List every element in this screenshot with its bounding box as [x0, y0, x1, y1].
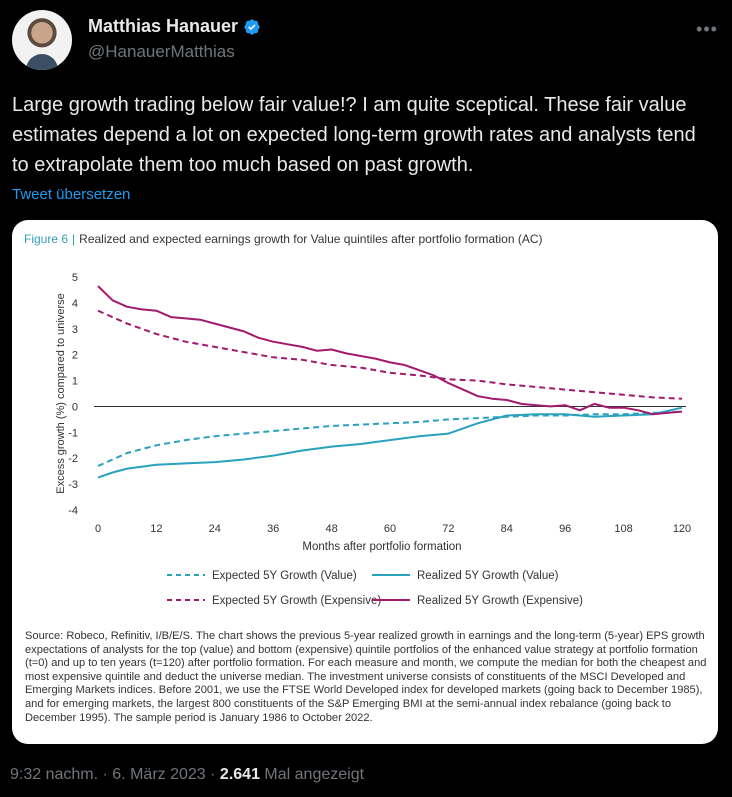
x-tick-label: 48 [325, 523, 337, 535]
y-tick-label: 1 [72, 376, 78, 388]
x-tick-label: 84 [501, 523, 513, 535]
tweet-date[interactable]: 6. März 2023 [112, 766, 206, 783]
y-tick-label: -2 [68, 453, 78, 465]
series-line [97, 285, 683, 416]
series-line [97, 309, 683, 400]
author-name[interactable]: Matthias Hanauer [88, 16, 239, 36]
avatar[interactable] [12, 10, 72, 70]
series-lines [97, 285, 683, 479]
views-count: 2.641 [219, 766, 260, 783]
tweet-header: Matthias Hanauer @HanauerMatthias ••• [12, 10, 722, 72]
y-tick-label: 0 [72, 401, 78, 413]
x-tick-label: 120 [673, 523, 691, 535]
y-axis-label: Excess growth (%) compared to universe [55, 293, 67, 494]
legend-label: Realized 5Y Growth (Expensive) [417, 595, 583, 607]
figure-title: Figure 6 | Realized and expected earnings … [24, 232, 543, 246]
x-tick-label: 0 [95, 523, 101, 535]
views-label: Mal angezeigt [264, 766, 365, 783]
figure-caption: Realized and expected earnings growth fo… [79, 232, 543, 246]
legend: Expected 5Y Growth (Value) Realized 5Y Gr… [167, 570, 583, 607]
meta-separator: · [210, 766, 216, 783]
y-tick-label: 5 [72, 272, 78, 284]
figure-separator: | [72, 232, 76, 246]
figure-source-note: Source: Robeco, Refinitiv, I/B/E/S. The … [25, 630, 707, 724]
x-axis-title: Months after portfolio formation [302, 541, 461, 553]
y-tick-label: -4 [68, 505, 78, 517]
x-axis-ticks: 0 12 24 36 48 60 72 84 96 108 120 [95, 523, 691, 535]
series-line [97, 410, 683, 467]
more-options-icon[interactable]: ••• [696, 18, 718, 39]
meta-separator: · [102, 766, 108, 783]
tweet-text: Large growth trading below fair value!? … [12, 94, 696, 176]
legend-label: Realized 5Y Growth (Value) [417, 570, 559, 582]
figure-number: Figure 6 [24, 232, 69, 246]
y-tick-label: 2 [72, 350, 78, 362]
legend-label: Expected 5Y Growth (Value) [212, 570, 357, 582]
legend-label: Expected 5Y Growth (Expensive) [212, 595, 381, 607]
x-tick-label: 60 [384, 523, 396, 535]
y-tick-label: 3 [72, 324, 78, 336]
x-tick-label: 96 [559, 523, 571, 535]
figure-card[interactable]: Excess growth (%) compared to universe 5… [12, 220, 718, 744]
tweet-time[interactable]: 9:32 nachm. [10, 766, 99, 783]
y-tick-label: -3 [68, 479, 78, 491]
x-tick-label: 24 [209, 523, 221, 535]
author-handle[interactable]: @HanauerMatthias [88, 42, 235, 61]
y-axis-ticks: 5 4 3 2 1 0 -1 -2 -3 -4 [68, 272, 78, 517]
x-tick-label: 12 [150, 523, 162, 535]
x-axis-label: Months after portfolio formation [302, 541, 461, 553]
series-line [97, 406, 683, 479]
verified-badge-icon [244, 18, 260, 35]
y-tick-label: -1 [68, 427, 78, 439]
x-tick-label: 36 [267, 523, 279, 535]
y-tick-label: 4 [72, 298, 78, 310]
y-axis-title: Excess growth (%) compared to universe [55, 293, 67, 494]
x-tick-label: 108 [614, 523, 632, 535]
author-line: Matthias Hanauer [88, 16, 261, 37]
translate-tweet-link[interactable]: Tweet übersetzen [12, 186, 131, 203]
chart: Excess growth (%) compared to universe 5… [55, 272, 691, 607]
tweet-meta: 9:32 nachm. · 6. März 2023 · 2.641 Mal a… [10, 766, 364, 784]
x-tick-label: 72 [442, 523, 454, 535]
